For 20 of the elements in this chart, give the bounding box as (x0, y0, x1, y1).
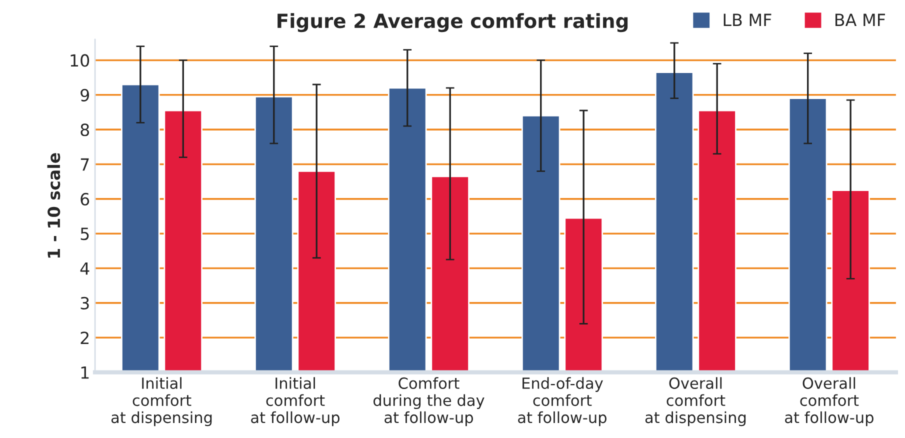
x-tick-label: Initial comfort at dispensing (111, 377, 212, 426)
y-tick-label: 3 (80, 296, 89, 310)
y-tick-label: 6 (80, 192, 90, 206)
x-tick-label: Overall comfort at follow-up (785, 377, 874, 426)
chart-title: Figure 2 Average comfort rating (278, 13, 628, 32)
y-tick-label: 8 (80, 124, 90, 136)
y-tick-label: 1 (81, 366, 89, 379)
y-tick-label: 2 (80, 332, 88, 344)
x-tick-label: Comfort during the day at follow-up (374, 377, 484, 426)
x-tick-label: Initial comfort at follow-up (251, 377, 340, 426)
y-tick-label: 10 (70, 54, 90, 67)
y-tick-label: 4 (80, 262, 90, 275)
y-tick-label: 7 (80, 158, 89, 171)
y-axis-title: 1 - 10 scale (47, 153, 60, 258)
x-tick-label: End-of-day comfort at follow-up (518, 377, 606, 426)
x-tick-label: Overall comfort at dispensing (645, 377, 746, 426)
legend-label: BA MF (835, 14, 885, 26)
y-tick-label: 5 (80, 228, 89, 240)
y-tick-label: 9 (80, 88, 89, 102)
legend-label: LB MF (724, 14, 772, 26)
